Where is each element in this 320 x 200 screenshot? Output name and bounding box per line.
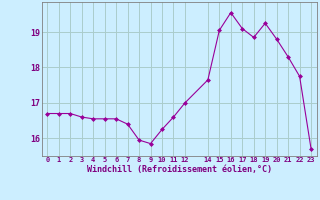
X-axis label: Windchill (Refroidissement éolien,°C): Windchill (Refroidissement éolien,°C) bbox=[87, 165, 272, 174]
